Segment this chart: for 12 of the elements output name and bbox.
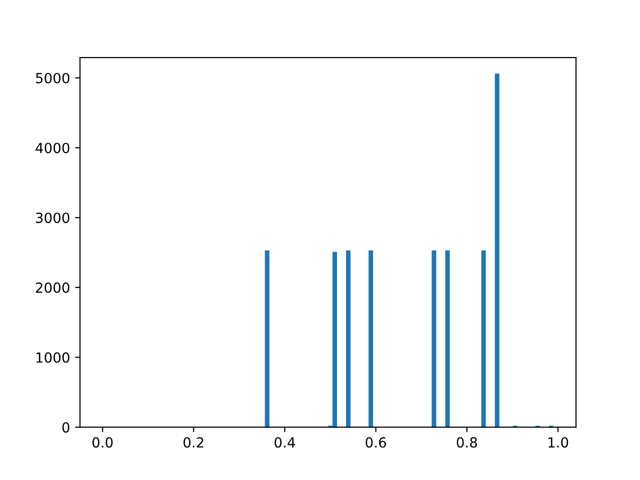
x-tick-label: 0.0: [92, 437, 113, 448]
x-tick-label: 1.0: [548, 437, 568, 448]
x-tick-label: 0.6: [366, 437, 386, 448]
y-tick-label: 1000: [36, 352, 70, 363]
x-tick-label: 0.2: [184, 437, 204, 448]
y-tick-label: 0: [62, 422, 70, 433]
y-tick-label: 4000: [36, 142, 70, 154]
x-tick-label: 0.4: [274, 437, 295, 448]
y-tick-label: 3000: [36, 212, 70, 224]
y-tick-label: 5000: [36, 72, 70, 84]
x-tick-label: 0.8: [456, 437, 478, 448]
y-tick-label: 2000: [36, 282, 70, 293]
